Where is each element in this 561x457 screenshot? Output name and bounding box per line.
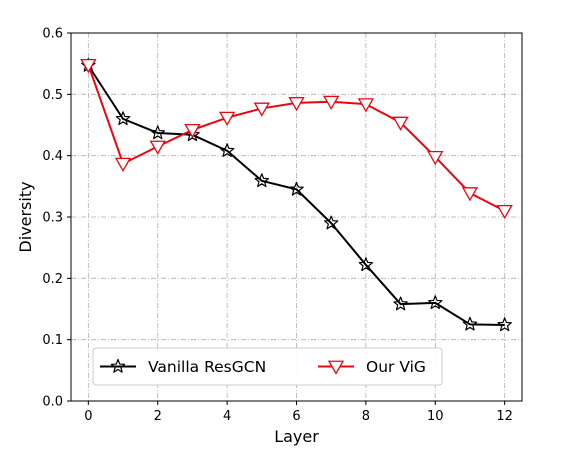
y-tick-label: 0.4	[42, 149, 63, 164]
y-tick-label: 0.0	[42, 395, 63, 410]
data-point-triangle	[288, 97, 305, 112]
data-point-star	[323, 215, 339, 230]
data-point-star	[358, 257, 374, 272]
data-point-triangle	[184, 124, 201, 139]
y-tick-label: 0.6	[42, 27, 63, 42]
legend-label: Our ViG	[366, 358, 426, 376]
legend: Vanilla ResGCN Our ViG	[92, 347, 443, 386]
data-point-triangle	[253, 102, 270, 117]
data-point-triangle	[496, 204, 513, 220]
series-our-vig	[80, 58, 513, 220]
series-layer	[80, 57, 513, 332]
legend-box	[92, 347, 443, 386]
data-point-triangle	[114, 157, 132, 172]
data-point-triangle	[218, 111, 236, 126]
legend-entry: Our ViG	[318, 358, 426, 376]
data-point-star	[254, 173, 270, 188]
grid-lines	[71, 32, 522, 402]
series-vanilla-resgcn	[81, 57, 512, 332]
data-point-triangle	[327, 360, 345, 375]
x-tick-label: 12	[496, 409, 513, 424]
data-point-star	[393, 296, 408, 311]
y-tick-label: 0.3	[42, 211, 63, 226]
data-point-star	[289, 181, 304, 196]
data-point-triangle	[357, 98, 375, 113]
data-point-star	[110, 358, 126, 373]
y-tick-label: 0.1	[42, 333, 63, 348]
data-point-star	[497, 317, 512, 332]
x-axis-label: Layer	[274, 427, 319, 446]
data-point-triangle	[149, 140, 166, 155]
x-tick-label: 6	[292, 409, 300, 424]
data-point-star	[462, 316, 478, 331]
data-point-star	[428, 295, 443, 310]
x-tick-label: 4	[223, 409, 231, 424]
data-point-triangle	[392, 116, 409, 131]
data-point-star	[150, 125, 165, 140]
axis-ticks: 0 2 4 6 8 10 12 0.0 0.1 0.2 0.3 0.4 0.5 0.6	[42, 27, 513, 425]
x-tick-label: 10	[427, 409, 444, 424]
legend-label: Vanilla ResGCN	[148, 358, 266, 376]
y-tick-label: 0.2	[42, 272, 63, 287]
x-tick-label: 8	[362, 409, 370, 424]
data-point-star	[115, 111, 131, 126]
y-axis-label: Diversity	[16, 181, 35, 252]
legend-entry: Vanilla ResGCN	[100, 358, 266, 376]
data-point-triangle	[461, 187, 479, 202]
x-tick-label: 2	[154, 409, 162, 424]
data-point-star	[219, 143, 235, 158]
y-tick-label: 0.5	[42, 88, 63, 103]
series-line	[87, 64, 505, 326]
data-point-triangle	[427, 150, 444, 166]
x-tick-label: 0	[84, 409, 92, 424]
data-point-triangle	[80, 58, 97, 74]
data-point-triangle	[323, 95, 340, 111]
